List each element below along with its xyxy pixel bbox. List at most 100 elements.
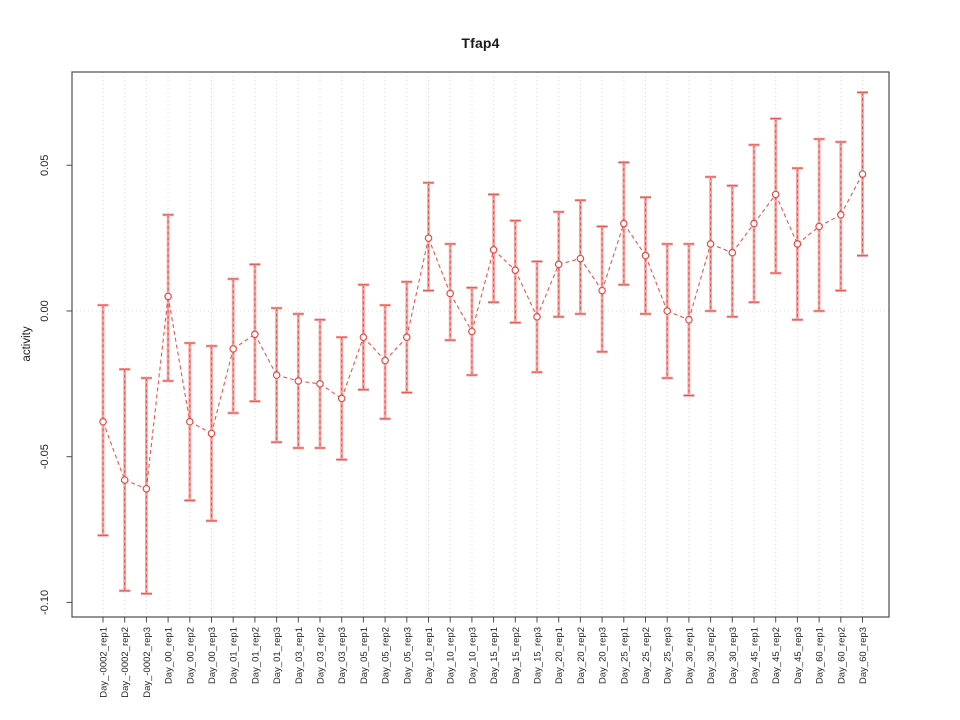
connector-line — [797, 226, 820, 245]
connector-line — [775, 194, 798, 245]
connector-line — [124, 479, 147, 490]
connector-line — [145, 296, 169, 489]
data-point — [489, 245, 498, 254]
data-point — [446, 289, 455, 298]
data-point — [316, 380, 324, 388]
x-tick-label: Day_25_rep1 — [619, 627, 630, 684]
connector-line — [406, 238, 430, 338]
x-tick-label: Day_15_rep2 — [511, 627, 522, 684]
x-tick-label: Day_20_rep2 — [576, 627, 587, 684]
x-tick-label: Day_-0002_rep3 — [142, 627, 153, 698]
connector-line — [493, 249, 516, 271]
x-tick-label: Day_25_rep2 — [641, 627, 652, 684]
connector-line — [449, 293, 473, 332]
x-tick-label: Day_-0002_rep1 — [99, 627, 110, 698]
x-tick-label: Day_01_rep2 — [250, 627, 261, 684]
data-point — [424, 234, 433, 242]
connector-line — [167, 296, 191, 422]
y-tick-label: 0.00 — [39, 300, 51, 321]
x-tick-label: Day_03_rep2 — [316, 627, 327, 684]
data-point — [272, 371, 281, 379]
data-point — [706, 240, 715, 248]
connector-line — [536, 264, 560, 318]
data-point — [858, 170, 867, 178]
x-tick-label: Day_45_rep2 — [771, 627, 782, 684]
connector-line — [102, 421, 126, 481]
connector-line — [514, 269, 538, 318]
data-point — [554, 260, 563, 269]
data-point — [186, 417, 194, 426]
connector-line — [341, 337, 364, 399]
x-tick-label: Day_45_rep3 — [793, 627, 804, 684]
x-tick-label: Day_03_rep1 — [294, 627, 305, 684]
data-point — [294, 377, 303, 385]
data-point — [99, 417, 107, 426]
x-tick-label: Day_30_rep1 — [684, 627, 695, 684]
x-tick-label: Day_00_rep2 — [185, 627, 196, 684]
data-point — [815, 222, 823, 231]
data-point — [251, 330, 259, 339]
x-tick-label: Day_30_rep2 — [706, 627, 717, 684]
x-tick-label: Day_15_rep1 — [489, 627, 500, 684]
x-tick-label: Day_20_rep1 — [554, 627, 565, 684]
data-point — [619, 219, 628, 228]
data-point — [771, 190, 780, 199]
y-tick-label: 0.05 — [39, 155, 51, 176]
x-tick-label: Day_10_rep2 — [446, 627, 457, 684]
x-tick-label: Day_01_rep3 — [272, 627, 283, 684]
connector-line — [232, 333, 256, 350]
data-point — [120, 476, 129, 484]
x-tick-label: Day_20_rep3 — [598, 627, 609, 684]
data-point — [598, 286, 606, 295]
data-point — [685, 315, 693, 324]
data-point — [359, 333, 368, 342]
connector-line — [427, 237, 451, 294]
plot-border — [71, 71, 890, 618]
connector-line — [840, 173, 863, 216]
x-tick-label: Day_03_rep3 — [337, 627, 348, 684]
data-point — [381, 356, 389, 365]
connector-line — [210, 348, 234, 434]
x-tick-label: Day_60_rep3 — [858, 627, 869, 684]
connector-line — [710, 243, 733, 254]
connector-line — [471, 249, 495, 332]
connector-line — [384, 336, 408, 361]
connector-line — [362, 336, 386, 361]
x-tick-label: Day_05_rep1 — [359, 627, 370, 684]
data-point — [468, 327, 476, 336]
x-tick-label: Day_10_rep3 — [467, 627, 478, 684]
connector-line — [731, 223, 755, 254]
connector-line — [254, 334, 278, 376]
chart-title: Tfap4 — [461, 35, 500, 51]
data-point — [229, 345, 238, 353]
x-tick-label: Day_15_rep3 — [533, 627, 544, 684]
data-point — [728, 248, 737, 257]
x-tick-label: Day_01_rep1 — [229, 627, 240, 684]
x-tick-label: Day_60_rep2 — [836, 627, 847, 684]
x-tick-label: Day_30_rep3 — [728, 627, 739, 684]
connector-line — [579, 258, 603, 291]
connector-line — [753, 194, 777, 224]
connector-line — [666, 310, 690, 321]
data-point — [142, 484, 151, 493]
y-tick-label: -0.10 — [39, 590, 51, 615]
x-tick-label: Day_00_rep1 — [164, 627, 175, 684]
data-point — [663, 307, 672, 315]
data-point — [641, 251, 650, 260]
data-point — [511, 266, 520, 274]
data-point — [836, 211, 845, 219]
connector-line — [623, 223, 646, 256]
data-point — [337, 394, 346, 403]
connector-line — [644, 255, 668, 312]
y-tick-label: -0.05 — [39, 444, 51, 469]
data-point — [793, 240, 802, 248]
x-tick-label: Day_60_rep1 — [815, 627, 826, 684]
data-point — [402, 333, 411, 342]
connector-line — [688, 243, 712, 320]
data-point — [164, 292, 172, 301]
x-tick-label: Day_05_rep3 — [402, 627, 413, 684]
x-tick-label: Day_45_rep1 — [750, 627, 761, 684]
connector-line — [319, 383, 343, 399]
